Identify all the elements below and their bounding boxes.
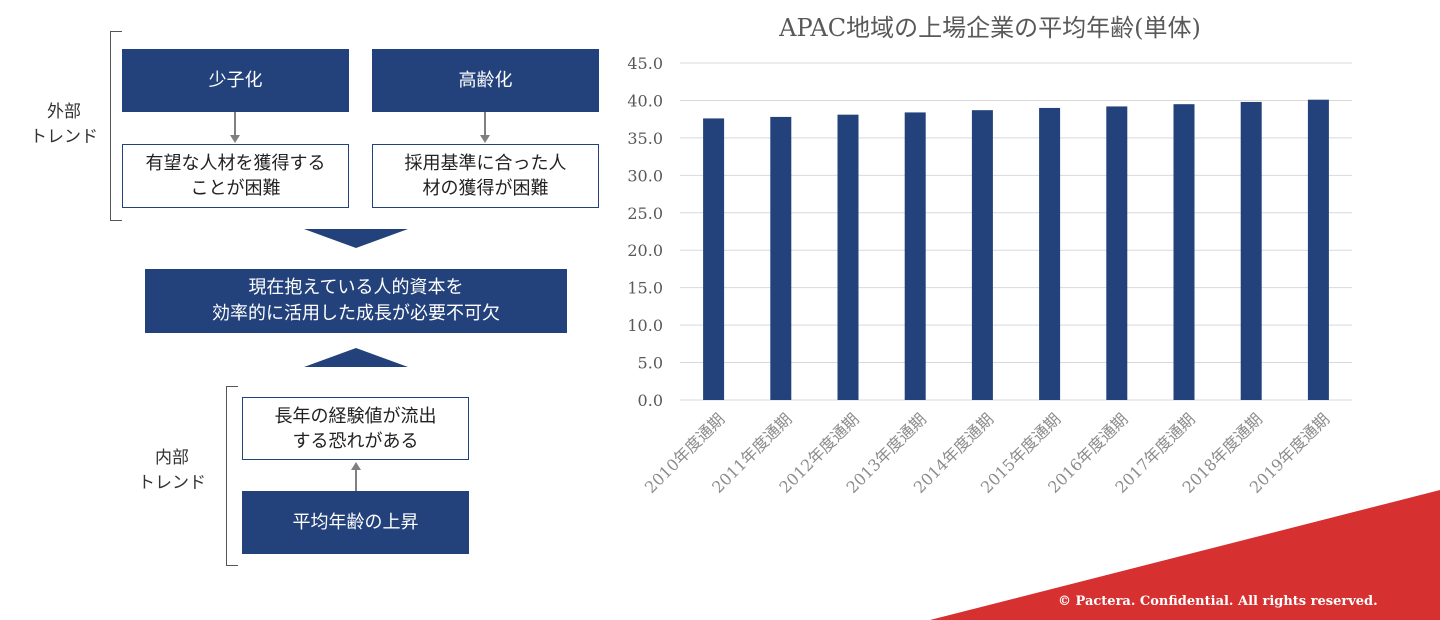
y-tick-label: 35.0 <box>627 129 663 148</box>
down-arrow-icon <box>304 229 408 248</box>
box-experience-loss: 長年の経験値が流出 する恐れがある <box>242 397 469 460</box>
connector-line <box>484 112 486 136</box>
bar <box>904 112 926 400</box>
y-tick-label: 15.0 <box>627 279 663 298</box>
bar <box>1173 104 1195 400</box>
bar <box>1039 107 1061 400</box>
connector-arrowhead <box>351 462 361 470</box>
bar <box>971 110 993 401</box>
center-conclusion-box: 現在抱えている人的資本を 効率的に活用した成長が必要不可欠 <box>145 269 567 333</box>
up-arrow-icon <box>304 348 408 367</box>
bar <box>1240 101 1262 400</box>
bar <box>837 114 859 400</box>
y-tick-label: 25.0 <box>627 204 663 223</box>
bar <box>1307 99 1329 400</box>
external-bracket <box>110 31 122 221</box>
y-tick-label: 0.0 <box>638 391 663 410</box>
box-shoshika: 少子化 <box>122 49 349 112</box>
bar <box>770 116 792 401</box>
footer-accent-shape <box>930 490 1440 620</box>
box-koreika: 高齢化 <box>372 49 599 112</box>
bar <box>703 118 725 400</box>
connector-arrowhead <box>230 135 240 143</box>
copyright-text: © Pactera. Confidential. All rights rese… <box>1058 594 1378 609</box>
y-tick-label: 30.0 <box>627 166 663 185</box>
internal-trends-label: 内部 トレンド <box>138 448 206 493</box>
bar-chart: 0.05.010.015.020.025.030.035.040.045.020… <box>627 54 1352 497</box>
connector-line <box>355 470 357 491</box>
box-average-age-rise: 平均年齢の上昇 <box>242 491 469 554</box>
connector-line <box>234 112 236 136</box>
y-tick-label: 40.0 <box>627 91 663 110</box>
y-tick-label: 10.0 <box>627 316 663 335</box>
y-tick-label: 20.0 <box>627 241 663 260</box>
y-tick-label: 45.0 <box>627 54 663 73</box>
connector-arrowhead <box>480 135 490 143</box>
external-trends-label: 外部 トレンド <box>30 102 98 147</box>
internal-bracket <box>226 386 238 566</box>
y-tick-label: 5.0 <box>638 354 663 373</box>
box-talent-criteria: 採用基準に合った人 材の獲得が困難 <box>372 144 599 208</box>
box-talent-difficulty: 有望な人材を獲得する ことが困難 <box>122 144 349 208</box>
chart-title: APAC地域の上場企業の平均年齢(単体) <box>779 14 1201 42</box>
bar <box>1106 106 1128 401</box>
